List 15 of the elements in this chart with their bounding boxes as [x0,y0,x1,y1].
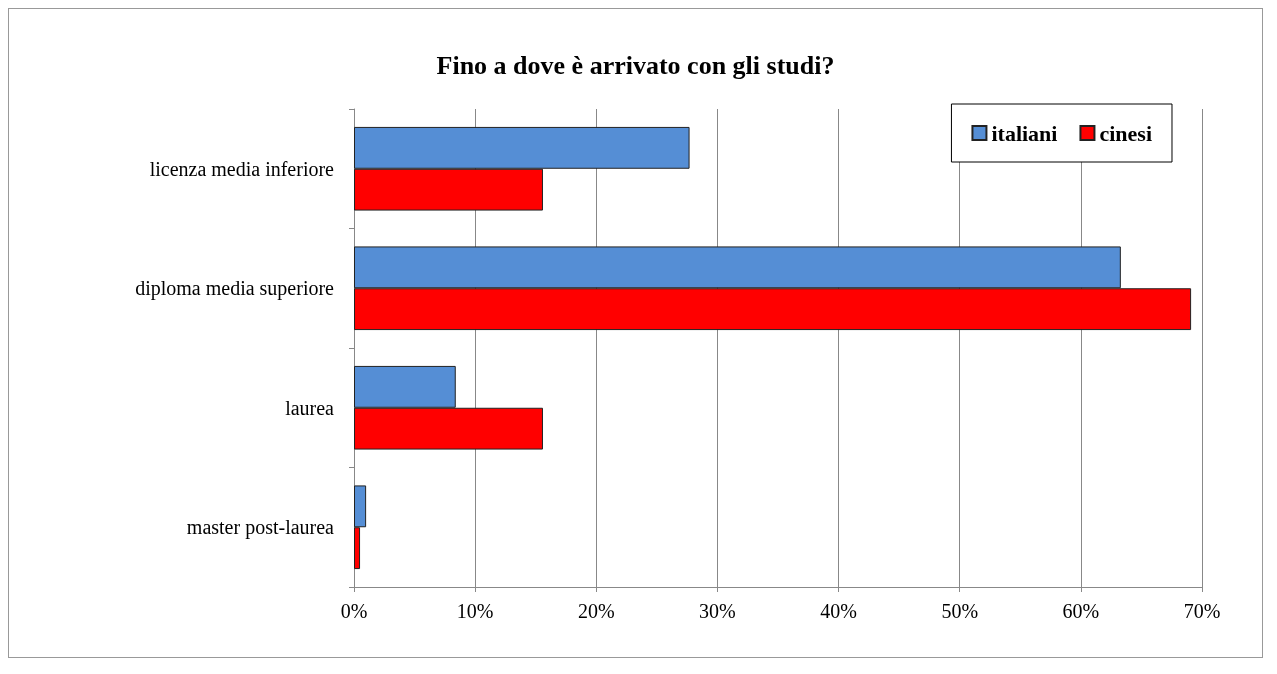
y-tick-label: laurea [285,396,335,419]
y-tick-label: licenza media inferiore [149,157,335,180]
y-tick-label: diploma media superiore [135,277,335,301]
x-tick-label: 30% [699,600,736,622]
y-tick-label: master post-laurea [186,516,335,540]
x-tick-label: 0% [340,600,368,622]
x-tick-label: 10% [456,600,494,622]
x-tick-label: 60% [1062,600,1100,622]
legend-label: cinesi [1099,120,1153,146]
x-tick-label: 20% [577,600,615,622]
x-tick-label: 50% [941,600,979,622]
x-tick-label: 70% [1183,600,1221,622]
legend-label: italiani [991,120,1058,146]
x-tick-label: 40% [820,600,857,622]
chart-title: Fino a dove è arrivato con gli studi? [436,50,835,80]
